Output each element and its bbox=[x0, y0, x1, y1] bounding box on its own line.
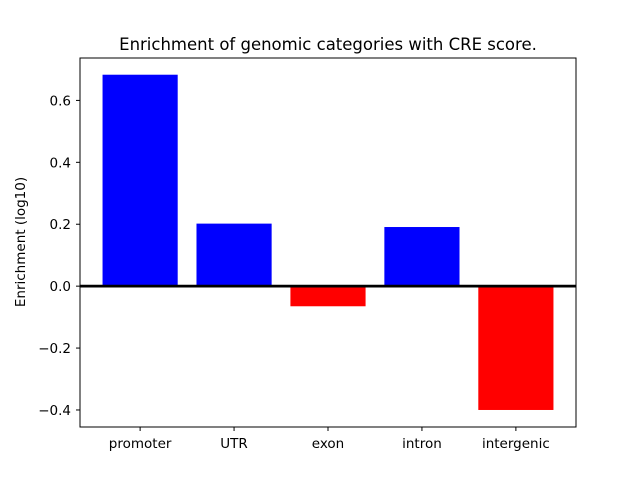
bar-UTR bbox=[196, 223, 272, 287]
x-tick-label-promoter: promoter bbox=[109, 436, 172, 452]
y-tick-label: 0.6 bbox=[50, 93, 71, 109]
y-tick-label: −0.4 bbox=[38, 403, 71, 419]
y-tick-label: 0.2 bbox=[50, 217, 71, 233]
y-tick-label: 0.0 bbox=[50, 279, 71, 295]
x-tick-label-UTR: UTR bbox=[220, 436, 248, 452]
bar-intron bbox=[384, 227, 460, 287]
y-tick-label: 0.4 bbox=[50, 155, 71, 171]
y-axis-label: Enrichment (log10) bbox=[13, 177, 29, 307]
bar-promoter bbox=[102, 74, 178, 287]
x-tick-label-intergenic: intergenic bbox=[482, 436, 550, 452]
bar-intergenic bbox=[478, 286, 554, 410]
chart-title: Enrichment of genomic categories with CR… bbox=[119, 35, 537, 54]
y-tick-label: −0.2 bbox=[38, 341, 71, 357]
x-tick-label-intron: intron bbox=[402, 436, 442, 452]
x-tick-label-exon: exon bbox=[312, 436, 344, 452]
plot-area: −0.4 −0.2 0.0 0.2 0.4 0.6 promoter UTR exon intro… bbox=[38, 57, 577, 452]
bar-exon bbox=[290, 286, 366, 307]
